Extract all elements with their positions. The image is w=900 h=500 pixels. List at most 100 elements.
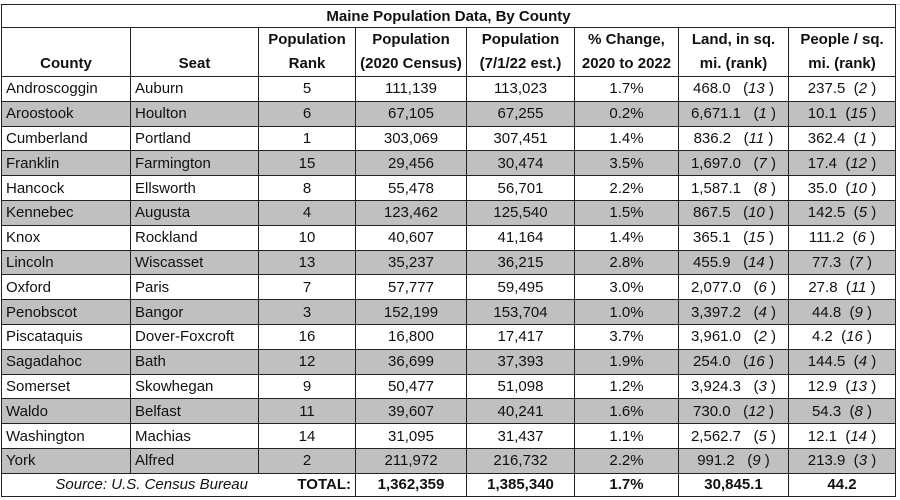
total-label: TOTAL: bbox=[297, 476, 351, 494]
county-cell: Somerset bbox=[1, 373, 131, 400]
seat-cell: Bangor bbox=[130, 299, 259, 325]
county-cell: Hancock bbox=[1, 175, 131, 201]
pop2020-cell: 57,777 bbox=[355, 274, 467, 301]
county-cell: Oxford bbox=[1, 274, 131, 301]
table-row: Androscoggin Auburn 5 111,139 113,023 1.7% 468… bbox=[1, 76, 896, 102]
county-cell: Lincoln bbox=[1, 249, 131, 276]
pop2020-cell: 55,478 bbox=[355, 175, 467, 201]
pop2022-cell: 59,495 bbox=[466, 274, 575, 301]
density-cell: 12.1 (14 ) bbox=[788, 423, 896, 449]
column-header-line: Land, in sq. bbox=[691, 31, 776, 48]
pop2022-cell: 153,704 bbox=[466, 299, 575, 325]
rank-cell: 11 bbox=[258, 398, 356, 425]
land-cell: 2,077.0 (6 ) bbox=[678, 274, 789, 301]
pop2020-cell: 39,607 bbox=[355, 398, 467, 425]
rank-cell: 14 bbox=[258, 423, 356, 449]
pop2022-cell: 56,701 bbox=[466, 175, 575, 201]
pop2020-cell: 36,699 bbox=[355, 348, 467, 375]
change-cell: 1.6% bbox=[574, 398, 679, 425]
table-row: Somerset Skowhegan 9 50,477 51,098 1.2% 3,924.… bbox=[1, 373, 896, 400]
rank-cell: 8 bbox=[258, 175, 356, 201]
pop2020-cell: 152,199 bbox=[355, 299, 467, 325]
rank-cell: 10 bbox=[258, 224, 356, 251]
density-cell: 142.5 (5 ) bbox=[788, 199, 896, 226]
density-cell: 44.8 (9 ) bbox=[788, 299, 896, 325]
seat-cell: Farmington bbox=[130, 150, 259, 177]
land-cell: 2,562.7 (5 ) bbox=[678, 423, 789, 449]
pop2020-cell: 123,462 bbox=[355, 199, 467, 226]
column-header-line: People / sq. bbox=[800, 31, 884, 48]
density-cell: 12.9 (13 ) bbox=[788, 373, 896, 400]
pop2022-cell: 216,732 bbox=[466, 447, 575, 474]
seat-cell: Portland bbox=[130, 125, 259, 152]
county-cell: Kennebec bbox=[1, 199, 131, 226]
seat-cell: Machias bbox=[130, 423, 259, 449]
change-cell: 1.4% bbox=[574, 224, 679, 251]
pop2020-cell: 16,800 bbox=[355, 323, 467, 350]
table-row: Aroostook Houlton 6 67,105 67,255 0.2% 6,671.1… bbox=[1, 100, 896, 127]
change-cell: 1.5% bbox=[574, 199, 679, 226]
pop2022-cell: 30,474 bbox=[466, 150, 575, 177]
density-cell: 111.2 (6 ) bbox=[788, 224, 896, 251]
total-row: Source: U.S. Census Bureau TOTAL: 1,362,3… bbox=[1, 472, 896, 497]
pop2022-cell: 51,098 bbox=[466, 373, 575, 400]
change-cell: 3.7% bbox=[574, 323, 679, 350]
source-note: Source: U.S. Census Bureau TOTAL: bbox=[1, 472, 356, 497]
county-cell: Androscoggin bbox=[1, 76, 131, 102]
table-row: Washington Machias 14 31,095 31,437 1.1% 2,562… bbox=[1, 423, 896, 449]
table-row: Kennebec Augusta 4 123,462 125,540 1.5% 867.5 … bbox=[1, 199, 896, 226]
pop2022-cell: 40,241 bbox=[466, 398, 575, 425]
column-header-line: Population bbox=[372, 31, 450, 48]
seat-cell: Dover-Foxcroft bbox=[130, 323, 259, 350]
land-cell: 1,697.0 (7 ) bbox=[678, 150, 789, 177]
column-header-line: % Change, bbox=[588, 31, 665, 48]
column-header: Seat bbox=[130, 27, 259, 77]
density-cell: 17.4 (12 ) bbox=[788, 150, 896, 177]
density-cell: 27.8 (11 ) bbox=[788, 274, 896, 301]
land-cell: 1,587.1 (8 ) bbox=[678, 175, 789, 201]
column-header: People / sq. mi. (rank) bbox=[788, 27, 896, 77]
column-header: Population (2020 Census) bbox=[355, 27, 467, 77]
total-pop2022: 1,385,340 bbox=[466, 472, 575, 497]
county-cell: Penobscot bbox=[1, 299, 131, 325]
seat-cell: Rockland bbox=[130, 224, 259, 251]
rank-cell: 16 bbox=[258, 323, 356, 350]
density-cell: 35.0 (10 ) bbox=[788, 175, 896, 201]
density-cell: 237.5 (2 ) bbox=[788, 76, 896, 102]
pop2020-cell: 40,607 bbox=[355, 224, 467, 251]
land-cell: 867.5 (10 ) bbox=[678, 199, 789, 226]
county-cell: Knox bbox=[1, 224, 131, 251]
pop2022-cell: 37,393 bbox=[466, 348, 575, 375]
land-cell: 6,671.1 (1 ) bbox=[678, 100, 789, 127]
land-cell: 3,924.3 (3 ) bbox=[678, 373, 789, 400]
county-cell: Washington bbox=[1, 423, 131, 449]
change-cell: 2.2% bbox=[574, 447, 679, 474]
total-land: 30,845.1 bbox=[678, 472, 789, 497]
column-header-line: (2020 Census) bbox=[360, 55, 462, 72]
table-row: Franklin Farmington 15 29,456 30,474 3.5% 1,69… bbox=[1, 150, 896, 177]
table-row: Piscataquis Dover-Foxcroft 16 16,800 17,417 3… bbox=[1, 323, 896, 350]
rank-cell: 9 bbox=[258, 373, 356, 400]
column-header-line: County bbox=[40, 55, 92, 72]
land-cell: 365.1 (15 ) bbox=[678, 224, 789, 251]
pop2020-cell: 35,237 bbox=[355, 249, 467, 276]
seat-cell: Belfast bbox=[130, 398, 259, 425]
header-row: County Seat Population Rank Population (2020 … bbox=[1, 27, 896, 77]
rank-cell: 13 bbox=[258, 249, 356, 276]
change-cell: 0.2% bbox=[574, 100, 679, 127]
county-cell: York bbox=[1, 447, 131, 474]
seat-cell: Paris bbox=[130, 274, 259, 301]
change-cell: 1.1% bbox=[574, 423, 679, 449]
county-cell: Aroostook bbox=[1, 100, 131, 127]
column-header-line: mi. (rank) bbox=[808, 55, 876, 72]
land-cell: 3,961.0 (2 ) bbox=[678, 323, 789, 350]
pop2022-cell: 31,437 bbox=[466, 423, 575, 449]
column-header-line: mi. (rank) bbox=[699, 55, 768, 72]
change-cell: 1.2% bbox=[574, 373, 679, 400]
change-cell: 1.0% bbox=[574, 299, 679, 325]
column-header: Population Rank bbox=[258, 27, 356, 77]
density-cell: 10.1 (15 ) bbox=[788, 100, 896, 127]
change-cell: 3.0% bbox=[574, 274, 679, 301]
column-header-line: (7/1/22 est.) bbox=[479, 55, 562, 72]
density-cell: 362.4 (1 ) bbox=[788, 125, 896, 152]
